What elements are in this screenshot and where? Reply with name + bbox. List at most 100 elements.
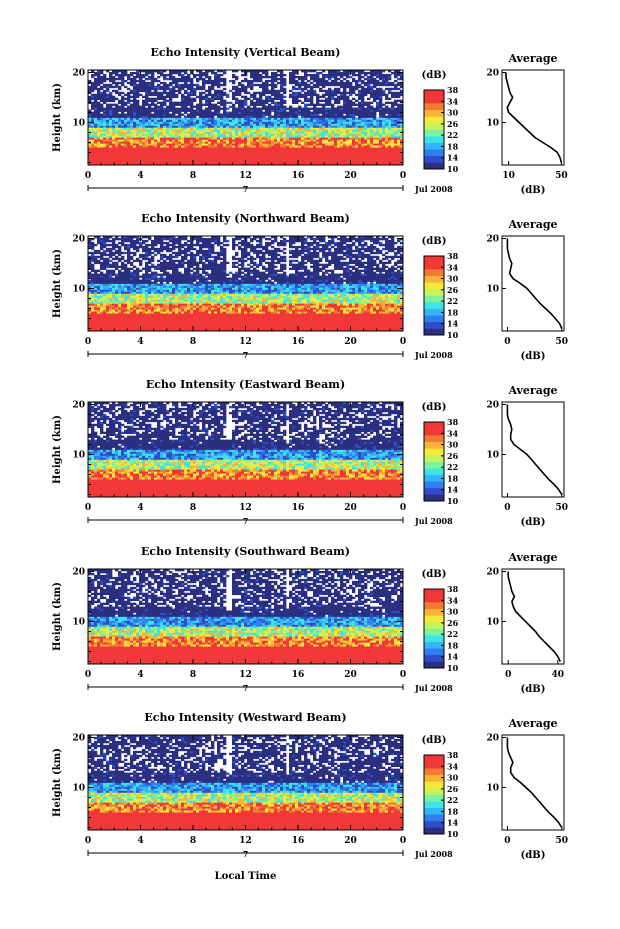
heatmap-cell (367, 102, 370, 104)
heatmap-cell (160, 92, 163, 94)
heatmap-cell (382, 108, 385, 110)
heatmap-cell (397, 88, 400, 90)
heatmap-cell (124, 108, 127, 110)
heatmap-cell (304, 104, 307, 106)
heatmap-cell (292, 86, 295, 88)
heatmap-cell (223, 92, 226, 94)
heatmap-cell (364, 72, 367, 74)
heatmap-cell (349, 100, 352, 102)
heatmap-cell (391, 88, 394, 90)
average-title: Average (507, 52, 557, 65)
heatmap-cell (259, 108, 262, 110)
heatmap-cell (388, 74, 391, 76)
heatmap-cell (343, 116, 346, 118)
heatmap-cell (172, 102, 175, 104)
heatmap-cell (397, 92, 400, 94)
heatmap-cell (364, 88, 367, 90)
heatmap-cell (268, 96, 271, 98)
colorbar-tick-label: 14 (447, 153, 459, 163)
heatmap-cell (322, 74, 325, 76)
heatmap-cell (154, 98, 157, 100)
heatmap-cell (289, 90, 292, 92)
heatmap-cell (166, 78, 169, 80)
heatmap-cell (127, 82, 130, 84)
heatmap-cell (157, 106, 160, 108)
heatmap-cell (337, 82, 340, 84)
heatmap-cell (277, 90, 280, 92)
heatmap-cell (196, 78, 199, 80)
panel-title: Echo Intensity (Vertical Beam) (150, 46, 340, 59)
heatmap-cell (193, 106, 196, 108)
colorbar-tick-label: 26 (447, 119, 459, 129)
heatmap-cell (397, 104, 400, 106)
heatmap-cell (319, 108, 322, 110)
heatmap-cell (295, 88, 298, 90)
heatmap-cell (193, 84, 196, 86)
day-marker: 7 (243, 184, 249, 194)
heatmap-cell (112, 96, 115, 98)
heatmap-cell (310, 108, 313, 110)
heatmap-cell (130, 100, 133, 102)
heatmap-cell (295, 80, 298, 82)
heatmap-cell (220, 84, 223, 86)
heatmap-cell (235, 108, 238, 110)
heatmap-cell (298, 106, 301, 108)
heatmap-cell (310, 86, 313, 88)
heatmap-cell (316, 72, 319, 74)
heatmap-cell (166, 92, 169, 94)
heatmap-cell (208, 98, 211, 100)
heatmap-cell (169, 114, 172, 116)
heatmap-cell (289, 94, 292, 96)
heatmap-cell (241, 80, 244, 82)
heatmap-cell (376, 118, 379, 120)
heatmap-cell (103, 74, 106, 76)
heatmap-cell (151, 108, 154, 110)
heatmap-cell (334, 108, 337, 110)
heatmap-cell (217, 74, 220, 76)
heatmap-cell (178, 84, 181, 86)
heatmap-cell (103, 84, 106, 86)
heatmap-cell (349, 76, 352, 78)
heatmap-cell (196, 96, 199, 98)
heatmap-cell (106, 104, 109, 106)
heatmap-cell (277, 102, 280, 104)
heatmap-cell (136, 80, 139, 82)
heatmap-cell (364, 102, 367, 104)
heatmap-cell (337, 96, 340, 98)
heatmap-cell (340, 106, 343, 108)
heatmap-cell (325, 80, 328, 82)
heatmap-cell (145, 108, 148, 110)
x-tick-label: 0 (85, 171, 91, 181)
heatmap-cell (247, 92, 250, 94)
heatmap-cell (256, 92, 259, 94)
colorbar-swatch (424, 136, 444, 143)
heatmap-cell (370, 102, 373, 104)
y-tick-label: 20 (72, 69, 85, 79)
heatmap-cell (262, 112, 265, 114)
heatmap-cell (247, 80, 250, 82)
heatmap-cell (391, 72, 394, 74)
heatmap-cell (193, 88, 196, 90)
heatmap-cell (319, 100, 322, 102)
heatmap-cell (304, 92, 307, 94)
heatmap-cell (112, 108, 115, 110)
heatmap-cell (301, 76, 304, 78)
heatmap-cell (244, 78, 247, 80)
heatmap-cell (226, 112, 229, 114)
heatmap-cell (232, 92, 235, 94)
heatmap-cell (175, 108, 178, 110)
heatmap-cell (136, 84, 139, 86)
heatmap-cell (256, 108, 259, 110)
heatmap-cell (388, 102, 391, 104)
heatmap-cell (397, 82, 400, 84)
heatmap-cell (322, 90, 325, 92)
heatmap-cell (181, 94, 184, 96)
heatmap-cell (292, 108, 295, 110)
heatmap-cell (364, 108, 367, 110)
heatmap-cell (157, 92, 160, 94)
heatmap-cell (115, 104, 118, 106)
heatmap-cell (112, 76, 115, 78)
heatmap-cell (100, 92, 103, 94)
heatmap-cell (310, 74, 313, 76)
